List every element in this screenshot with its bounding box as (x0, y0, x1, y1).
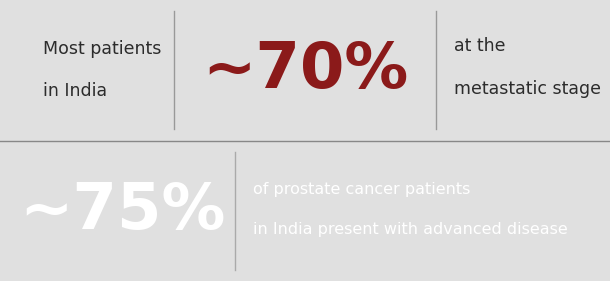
Text: in India: in India (43, 82, 107, 100)
Text: ~70%: ~70% (202, 39, 408, 101)
Text: metastatic stage: metastatic stage (454, 80, 601, 98)
Text: in India present with advanced disease: in India present with advanced disease (253, 221, 568, 237)
Text: Most patients: Most patients (43, 40, 161, 58)
Text: of prostate cancer patients: of prostate cancer patients (253, 182, 470, 197)
Text: ~75%: ~75% (19, 180, 225, 242)
Text: at the: at the (454, 37, 506, 55)
